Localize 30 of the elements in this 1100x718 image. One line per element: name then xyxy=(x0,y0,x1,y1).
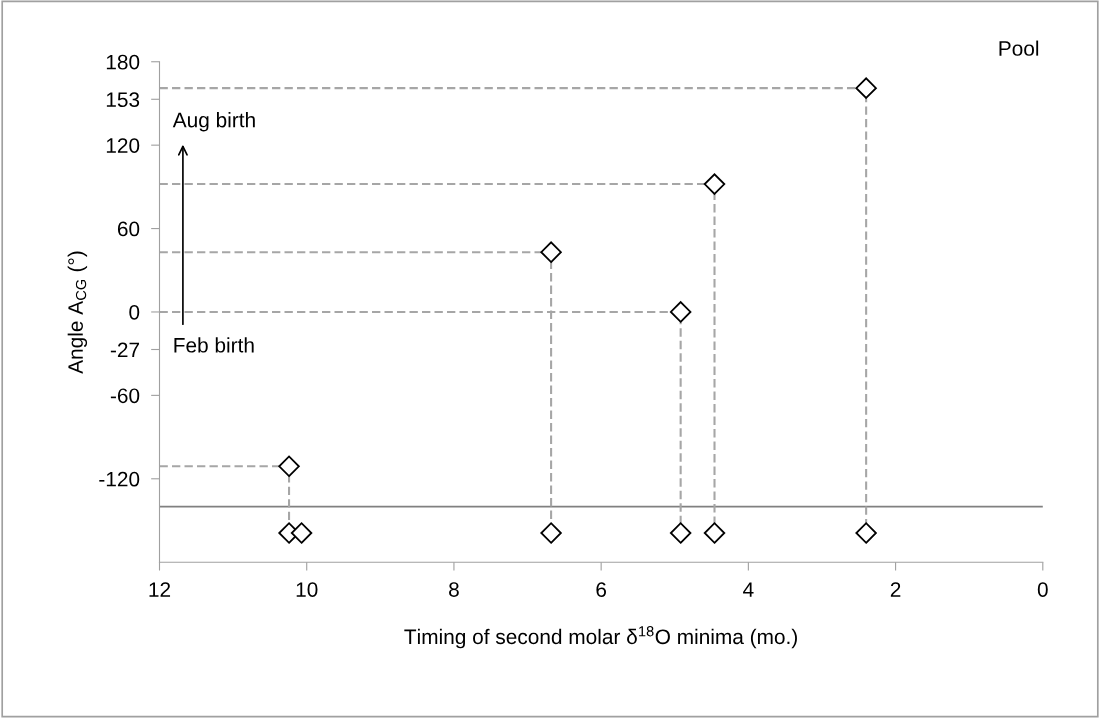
annotation: Aug birth xyxy=(172,112,255,132)
x-tick-label: 6 xyxy=(596,582,607,597)
x-tick-label: 0 xyxy=(1037,582,1048,597)
text: Pool xyxy=(999,40,1039,56)
x-tick-label: 12 xyxy=(149,582,171,597)
point xyxy=(290,522,313,544)
x-tick-label: 2 xyxy=(890,582,901,597)
y-tick-label: 180 xyxy=(106,54,140,70)
y-tick-label: 153 xyxy=(106,92,140,108)
y-axis-title: Angle A$_{CG}$ (°) xyxy=(67,251,88,374)
y-tick-label: -60 xyxy=(110,388,140,404)
point xyxy=(540,241,562,263)
y-tick-label: -120 xyxy=(99,471,140,487)
y-tick-label: 0 xyxy=(129,304,140,320)
annotation: Feb birth xyxy=(174,337,254,353)
point xyxy=(669,301,692,323)
x-axis-title: Timing of second molar δ$^{18}$O minima (mo.) xyxy=(404,626,797,649)
y-tick-label: 120 xyxy=(106,138,140,153)
y-tick-label: 60 xyxy=(117,221,140,237)
x-tick-label: 4 xyxy=(743,582,754,597)
point xyxy=(855,522,877,544)
y-tick-label: -27 xyxy=(110,342,140,358)
x-tick-label: 8 xyxy=(449,582,459,597)
point xyxy=(669,522,692,544)
point xyxy=(703,173,726,195)
x-tick-label: 10 xyxy=(296,582,318,597)
point xyxy=(278,455,300,478)
point xyxy=(703,522,726,544)
point xyxy=(540,522,562,544)
point xyxy=(855,77,877,99)
